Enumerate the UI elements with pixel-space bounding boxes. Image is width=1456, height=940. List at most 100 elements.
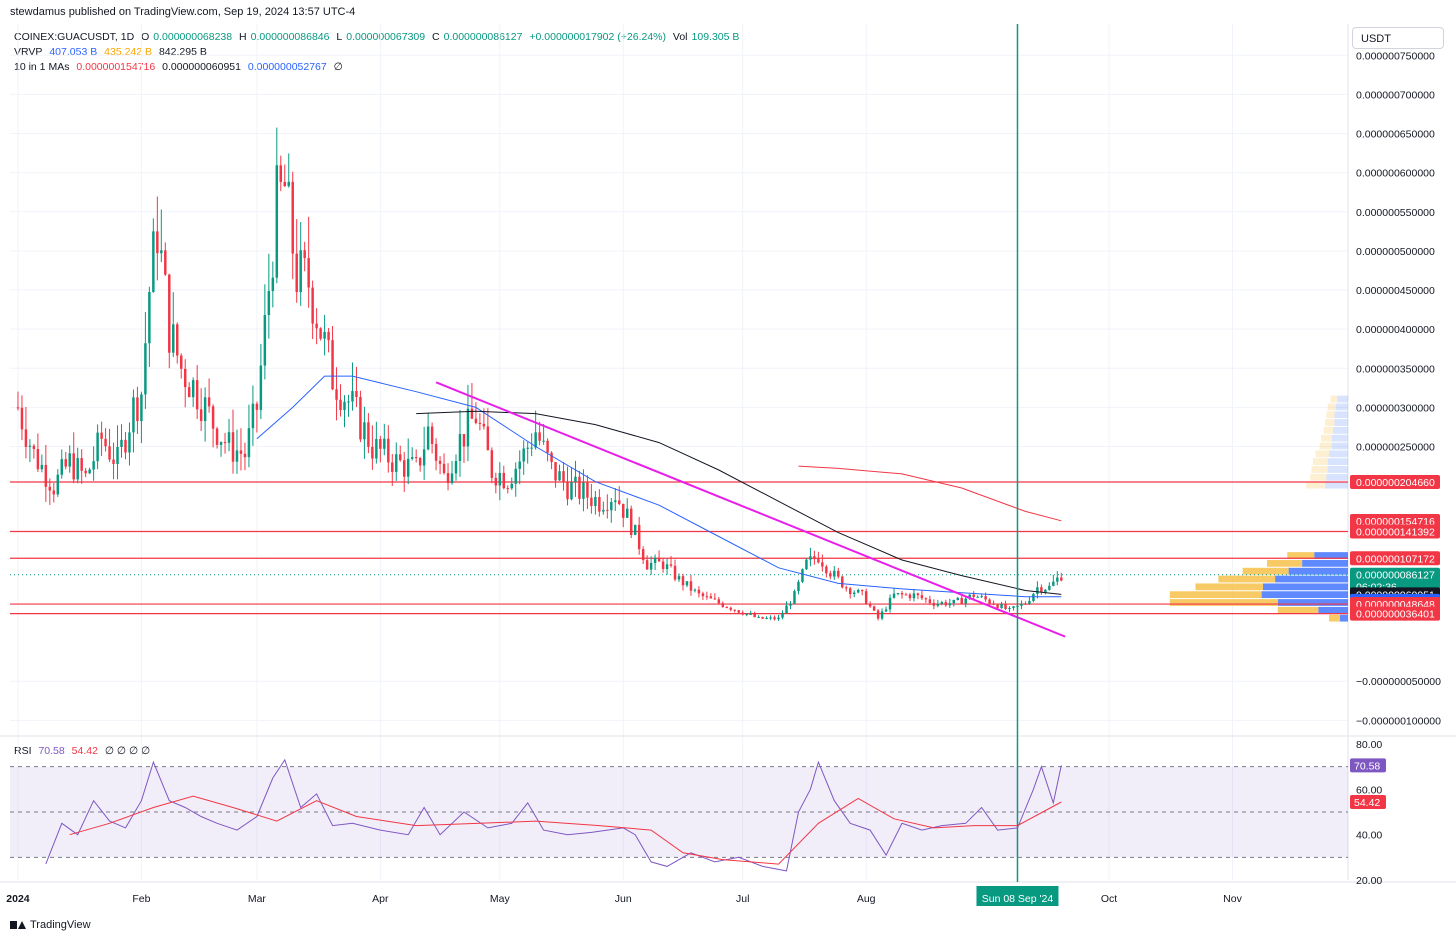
low-label: L: [336, 31, 343, 43]
candle-body: [414, 457, 418, 459]
candle-body: [562, 471, 565, 482]
candle-body: [574, 476, 577, 482]
candle-body: [331, 340, 334, 390]
candle-body: [1060, 577, 1063, 581]
candle-body: [876, 610, 880, 619]
candle-body: [446, 473, 450, 484]
candle-body: [207, 397, 211, 407]
candle-body: [68, 453, 71, 467]
candle-body: [156, 231, 159, 254]
volume-profile-bar-down: [1261, 591, 1348, 599]
candle-body: [801, 569, 804, 582]
price-label-badge: [1350, 524, 1440, 539]
volume-profile-bar-down: [1334, 419, 1348, 426]
candle-body: [1044, 589, 1047, 593]
symbol-legend: COINEX:GUACUSDT, 1D O 0.000000068238 H 0.0…: [14, 30, 743, 44]
change-value: +0.000000017902 (+26.24%): [529, 31, 666, 43]
candle-body: [52, 490, 56, 495]
volume-profile-bar-down: [1331, 442, 1348, 450]
price-tick-label: 0.000000750000: [1356, 50, 1435, 62]
price-tick-label: −0.000000100000: [1356, 715, 1441, 727]
candle-body: [590, 497, 593, 506]
candle-body: [705, 596, 709, 598]
candle-body: [383, 438, 386, 449]
candle-body: [745, 613, 748, 615]
candle-body: [657, 557, 661, 562]
moving-average-line: [416, 410, 1062, 595]
candle-body: [347, 401, 350, 403]
candle-body: [20, 407, 24, 430]
candle-body: [36, 449, 40, 470]
ma-label[interactable]: 10 in 1 MAs: [14, 61, 70, 73]
time-tick-label: Aug: [857, 893, 876, 905]
candle-body: [279, 165, 283, 182]
candle-body: [271, 277, 275, 291]
candle-body: [570, 481, 573, 500]
candle-body: [136, 397, 139, 422]
candle-body: [299, 250, 302, 293]
candle-body: [765, 618, 768, 620]
candle-body: [72, 453, 75, 480]
time-tick-label: Oct: [1101, 893, 1117, 905]
candle-body: [697, 589, 701, 594]
price-tick-label: 0.000000400000: [1356, 324, 1435, 336]
candle-body: [482, 423, 486, 427]
candle-body: [1028, 600, 1031, 605]
symbol-name[interactable]: COINEX:GUACUSDT, 1D: [14, 31, 135, 43]
candle-body: [837, 570, 840, 577]
candle-body: [395, 454, 398, 472]
candle-body: [92, 461, 95, 470]
candle-body: [785, 605, 788, 614]
candle-body: [399, 454, 402, 461]
ma-legend: 10 in 1 MAs 0.000000154716 0.00000006095…: [14, 60, 347, 74]
candle-body: [104, 438, 107, 447]
price-tick-label: 0.000000350000: [1356, 363, 1435, 375]
candle-body: [255, 403, 259, 410]
candle-body: [28, 445, 32, 447]
candle-body: [769, 617, 772, 619]
candle-body: [972, 594, 975, 597]
candle-body: [637, 524, 641, 550]
candle-body: [916, 593, 920, 596]
candle-body: [749, 613, 752, 615]
date-marker-badge: [976, 886, 1059, 906]
candle-body: [140, 394, 143, 422]
candle-body: [713, 598, 717, 600]
price-label-badge: [1350, 606, 1440, 621]
candle-body: [335, 389, 338, 400]
candle-body: [928, 599, 932, 603]
candle-body: [661, 561, 665, 570]
candle-body: [777, 617, 780, 620]
candle-body: [168, 274, 171, 353]
low-value: 0.000000067309: [346, 31, 426, 43]
candle-body: [1048, 585, 1051, 590]
time-axis: 2024 Feb Mar Apr May Jun Jul Aug Oct Nov Sun 08 Se…: [6, 886, 1243, 906]
time-tick-label: May: [490, 893, 511, 905]
eye-off-icon[interactable]: ∅: [333, 61, 343, 73]
candle-body: [259, 365, 263, 410]
candle-body: [275, 165, 279, 278]
candle-body: [410, 457, 414, 459]
candle-body: [725, 606, 729, 608]
candle-body: [665, 564, 669, 570]
currency-button[interactable]: USDT: [1352, 27, 1444, 49]
volume-profile-bar-up: [1310, 473, 1327, 481]
price-tick-label: 0.000000650000: [1356, 129, 1435, 141]
candle-body: [912, 593, 916, 599]
price-tick-label: 0.000000450000: [1356, 285, 1435, 297]
candle-body: [116, 446, 119, 464]
candle-body: [343, 401, 346, 411]
candle-body: [554, 462, 557, 481]
candle-body: [450, 473, 454, 484]
price-tick-label: 0.000000600000: [1356, 168, 1435, 180]
volume-profile-bar-up: [1312, 458, 1328, 466]
candle-body: [968, 594, 971, 599]
candle-body: [231, 432, 235, 462]
candle-body: [1008, 608, 1011, 610]
candle-body: [152, 231, 155, 292]
open-value: 0.000000068238: [153, 31, 233, 43]
ma2-value: 0.000000060951: [162, 61, 241, 73]
candle-body: [538, 432, 541, 441]
candle-body: [880, 611, 884, 619]
